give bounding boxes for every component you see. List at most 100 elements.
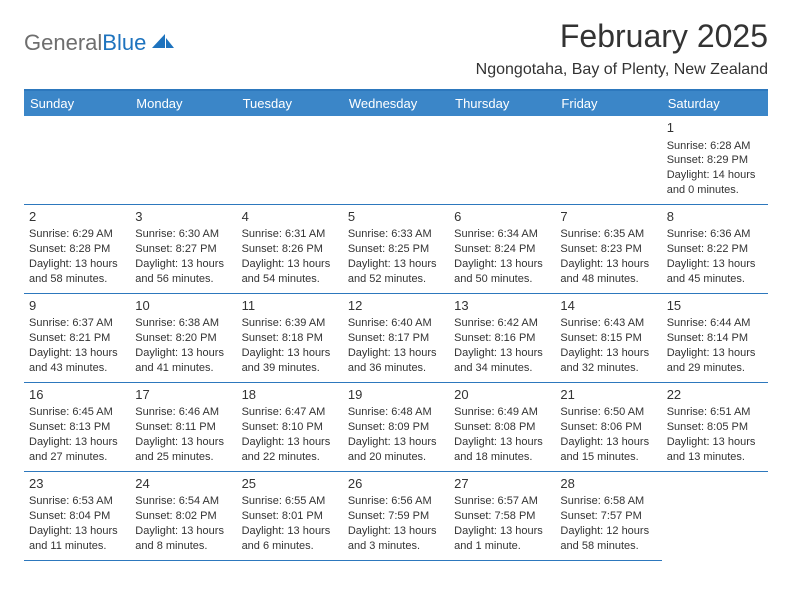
day-cell: 14Sunrise: 6:43 AMSunset: 8:15 PMDayligh…	[555, 294, 661, 383]
day-number: 18	[242, 386, 338, 404]
day-cell: 7Sunrise: 6:35 AMSunset: 8:23 PMDaylight…	[555, 205, 661, 294]
day-cell: 8Sunrise: 6:36 AMSunset: 8:22 PMDaylight…	[662, 205, 768, 294]
daylight-line: Daylight: 13 hours and 18 minutes.	[454, 435, 550, 465]
sunrise-line: Sunrise: 6:57 AM	[454, 494, 550, 509]
day-cell: 6Sunrise: 6:34 AMSunset: 8:24 PMDaylight…	[449, 205, 555, 294]
sunset-line: Sunset: 8:23 PM	[560, 242, 656, 257]
sunset-line: Sunset: 8:04 PM	[29, 509, 125, 524]
day-cell: 24Sunrise: 6:54 AMSunset: 8:02 PMDayligh…	[130, 472, 236, 561]
sunset-line: Sunset: 8:15 PM	[560, 331, 656, 346]
sunrise-line: Sunrise: 6:36 AM	[667, 227, 763, 242]
blank-cell	[130, 116, 236, 205]
weekday-header: Friday	[555, 91, 661, 116]
sunset-line: Sunset: 8:11 PM	[135, 420, 231, 435]
day-cell: 12Sunrise: 6:40 AMSunset: 8:17 PMDayligh…	[343, 294, 449, 383]
day-number: 26	[348, 475, 444, 493]
daylight-line: Daylight: 14 hours and 0 minutes.	[667, 168, 763, 198]
logo: GeneralBlue	[24, 18, 174, 56]
weekday-header: Wednesday	[343, 91, 449, 116]
daylight-line: Daylight: 13 hours and 54 minutes.	[242, 257, 338, 287]
sunset-line: Sunset: 8:10 PM	[242, 420, 338, 435]
day-cell: 28Sunrise: 6:58 AMSunset: 7:57 PMDayligh…	[555, 472, 661, 561]
day-cell: 4Sunrise: 6:31 AMSunset: 8:26 PMDaylight…	[237, 205, 343, 294]
day-cell: 25Sunrise: 6:55 AMSunset: 8:01 PMDayligh…	[237, 472, 343, 561]
day-number: 4	[242, 208, 338, 226]
sunrise-line: Sunrise: 6:51 AM	[667, 405, 763, 420]
logo-text-blue: Blue	[102, 30, 146, 55]
day-cell: 17Sunrise: 6:46 AMSunset: 8:11 PMDayligh…	[130, 383, 236, 472]
sunset-line: Sunset: 8:13 PM	[29, 420, 125, 435]
day-number: 21	[560, 386, 656, 404]
sunrise-line: Sunrise: 6:45 AM	[29, 405, 125, 420]
sunrise-line: Sunrise: 6:28 AM	[667, 139, 763, 154]
blank-cell	[555, 116, 661, 205]
daylight-line: Daylight: 13 hours and 22 minutes.	[242, 435, 338, 465]
sunrise-line: Sunrise: 6:29 AM	[29, 227, 125, 242]
sunrise-line: Sunrise: 6:44 AM	[667, 316, 763, 331]
page-header: GeneralBlue February 2025 Ngongotaha, Ba…	[24, 18, 768, 79]
sunset-line: Sunset: 8:09 PM	[348, 420, 444, 435]
sunset-line: Sunset: 8:28 PM	[29, 242, 125, 257]
sunrise-line: Sunrise: 6:56 AM	[348, 494, 444, 509]
sunset-line: Sunset: 8:21 PM	[29, 331, 125, 346]
sunset-line: Sunset: 8:22 PM	[667, 242, 763, 257]
day-cell: 2Sunrise: 6:29 AMSunset: 8:28 PMDaylight…	[24, 205, 130, 294]
daylight-line: Daylight: 13 hours and 11 minutes.	[29, 524, 125, 554]
sunset-line: Sunset: 8:20 PM	[135, 331, 231, 346]
daylight-line: Daylight: 13 hours and 45 minutes.	[667, 257, 763, 287]
day-number: 8	[667, 208, 763, 226]
sunset-line: Sunset: 8:26 PM	[242, 242, 338, 257]
sunrise-line: Sunrise: 6:50 AM	[560, 405, 656, 420]
sunrise-line: Sunrise: 6:30 AM	[135, 227, 231, 242]
daylight-line: Daylight: 13 hours and 3 minutes.	[348, 524, 444, 554]
day-number: 16	[29, 386, 125, 404]
sunset-line: Sunset: 8:01 PM	[242, 509, 338, 524]
day-cell: 1 Sunrise: 6:28 AMSunset: 8:29 PMDaylight…	[662, 116, 768, 205]
daylight-line: Daylight: 13 hours and 52 minutes.	[348, 257, 444, 287]
daylight-line: Daylight: 13 hours and 1 minute.	[454, 524, 550, 554]
weekday-header: Tuesday	[237, 91, 343, 116]
weekday-header-row: SundayMondayTuesdayWednesdayThursdayFrid…	[24, 91, 768, 116]
sunset-line: Sunset: 7:58 PM	[454, 509, 550, 524]
sunrise-line: Sunrise: 6:33 AM	[348, 227, 444, 242]
day-number: 23	[29, 475, 125, 493]
day-number: 1	[667, 119, 763, 137]
daylight-line: Daylight: 13 hours and 34 minutes.	[454, 346, 550, 376]
sunrise-line: Sunrise: 6:38 AM	[135, 316, 231, 331]
title-block: February 2025 Ngongotaha, Bay of Plenty,…	[476, 18, 768, 79]
daylight-line: Daylight: 13 hours and 48 minutes.	[560, 257, 656, 287]
day-number: 10	[135, 297, 231, 315]
day-number: 14	[560, 297, 656, 315]
page-title: February 2025	[476, 18, 768, 55]
sunrise-line: Sunrise: 6:42 AM	[454, 316, 550, 331]
sunrise-line: Sunrise: 6:58 AM	[560, 494, 656, 509]
sunset-line: Sunset: 7:59 PM	[348, 509, 444, 524]
day-number: 15	[667, 297, 763, 315]
day-cell: 22Sunrise: 6:51 AMSunset: 8:05 PMDayligh…	[662, 383, 768, 472]
logo-text: GeneralBlue	[24, 30, 146, 56]
blank-cell	[449, 116, 555, 205]
day-cell: 3Sunrise: 6:30 AMSunset: 8:27 PMDaylight…	[130, 205, 236, 294]
sunrise-line: Sunrise: 6:48 AM	[348, 405, 444, 420]
day-number: 28	[560, 475, 656, 493]
day-number: 9	[29, 297, 125, 315]
day-cell: 19Sunrise: 6:48 AMSunset: 8:09 PMDayligh…	[343, 383, 449, 472]
day-number: 3	[135, 208, 231, 226]
sunset-line: Sunset: 8:08 PM	[454, 420, 550, 435]
sunrise-line: Sunrise: 6:53 AM	[29, 494, 125, 509]
daylight-line: Daylight: 13 hours and 58 minutes.	[29, 257, 125, 287]
sunset-line: Sunset: 8:29 PM	[667, 153, 763, 168]
day-number: 24	[135, 475, 231, 493]
blank-cell	[343, 116, 449, 205]
day-number: 6	[454, 208, 550, 226]
weekday-header: Monday	[130, 91, 236, 116]
day-cell: 21Sunrise: 6:50 AMSunset: 8:06 PMDayligh…	[555, 383, 661, 472]
sunrise-line: Sunrise: 6:49 AM	[454, 405, 550, 420]
logo-text-general: General	[24, 30, 102, 55]
day-number: 11	[242, 297, 338, 315]
sunrise-line: Sunrise: 6:31 AM	[242, 227, 338, 242]
daylight-line: Daylight: 13 hours and 8 minutes.	[135, 524, 231, 554]
sunset-line: Sunset: 8:25 PM	[348, 242, 444, 257]
day-number: 7	[560, 208, 656, 226]
daylight-line: Daylight: 13 hours and 56 minutes.	[135, 257, 231, 287]
